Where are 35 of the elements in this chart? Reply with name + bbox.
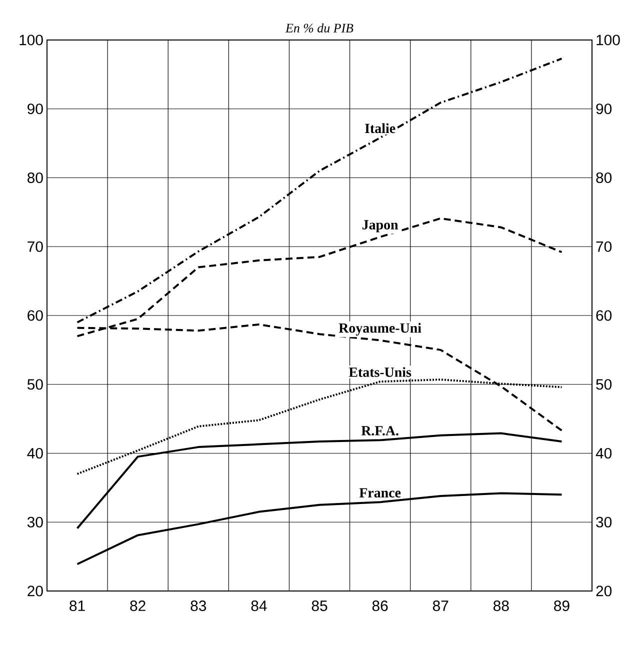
series-label: Japon — [362, 220, 398, 232]
y-tick-label: 80 — [28, 172, 43, 184]
y-tick-label: 50 — [27, 379, 43, 390]
x-tick-label: 81 — [70, 600, 85, 612]
series-label: Royaume-Uni — [338, 322, 422, 336]
y-tick-label: 70 — [28, 241, 43, 252]
y2-tick-label: 20 — [596, 586, 612, 596]
y2-tick-label: 90 — [596, 104, 612, 114]
x-tick-label: 85 — [312, 600, 328, 612]
y2-tick-label: 100 — [596, 34, 620, 46]
y-tick-label: 30 — [27, 516, 43, 528]
series-label: R.F.A. — [361, 426, 398, 436]
y-tick-label: 100 — [20, 34, 43, 46]
y2-tick-label: 50 — [596, 379, 612, 390]
series-label: Etats-Unis — [348, 367, 412, 377]
series-label: France — [359, 488, 401, 498]
x-tick-label: 87 — [432, 600, 448, 612]
line-series — [76, 58, 563, 324]
series-label: Italie — [365, 123, 396, 134]
x-tick-label: 82 — [130, 600, 146, 612]
y-tick-label: 60 — [28, 310, 43, 321]
x-tick-label: 86 — [372, 600, 388, 612]
y2-tick-label: 70 — [596, 241, 612, 252]
x-tick-label: 83 — [190, 600, 206, 612]
y2-tick-label: 60 — [596, 310, 612, 321]
y2-tick-label: 30 — [596, 516, 612, 528]
y-tick-label: 90 — [28, 104, 43, 114]
chart-subtitle: En % du PIB — [285, 23, 354, 32]
x-tick-label: 88 — [494, 600, 509, 612]
y-tick-label: 20 — [28, 586, 43, 596]
y2-tick-label: 40 — [596, 448, 612, 459]
x-tick-label: 84 — [251, 600, 267, 612]
y-tick-label: 40 — [27, 448, 43, 459]
x-tick-label: 89 — [554, 600, 570, 612]
y2-tick-label: 80 — [596, 172, 612, 184]
